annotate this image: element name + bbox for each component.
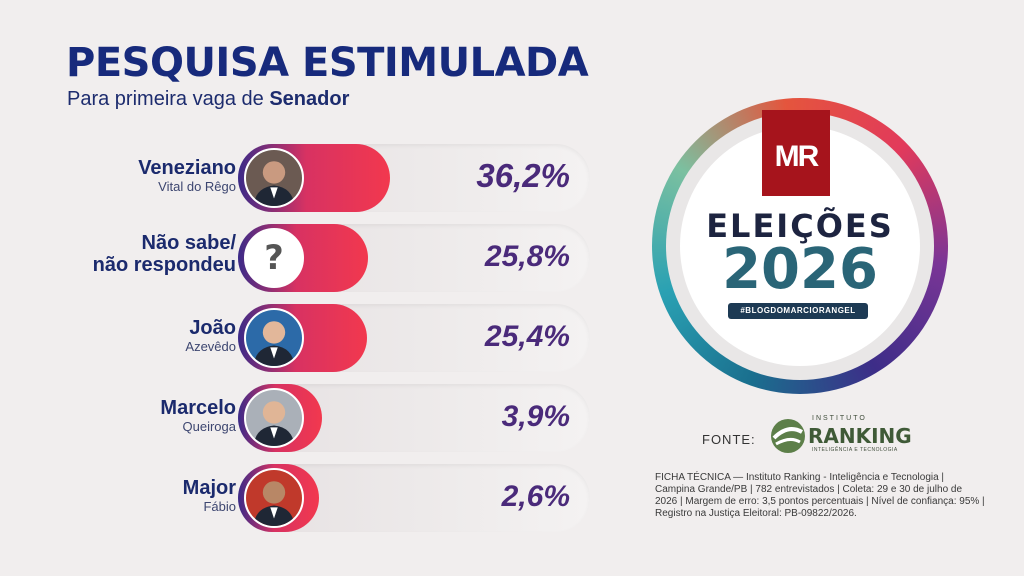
data-label: 25,8% bbox=[484, 240, 570, 273]
subtitle-prefix: Para primeira vaga de bbox=[67, 88, 264, 110]
technical-sheet: FICHA TÉCNICA — Instituto Ranking - Inte… bbox=[655, 472, 985, 519]
candidate-name: Major Fábio bbox=[0, 477, 236, 515]
ranking-logo-swoosh bbox=[772, 427, 803, 440]
table-row: Veneziano Vital do Rêgo 36,2% bbox=[0, 142, 600, 214]
source-label: FONTE: bbox=[702, 432, 756, 447]
candidate-first-name: João bbox=[189, 317, 236, 339]
data-label: 2,6% bbox=[501, 480, 570, 513]
ranking-logo-swoosh-2 bbox=[775, 437, 801, 446]
candidate-last-name: Vital do Rêgo bbox=[158, 179, 236, 194]
institute-small-label: INSTITUTO bbox=[812, 415, 867, 422]
candidate-last-name: Queiroga bbox=[182, 419, 236, 434]
candidate-last-name: não respondeu bbox=[92, 254, 236, 276]
candidate-name: Veneziano Vital do Rêgo bbox=[0, 157, 236, 195]
eleicoes-label: ELEIÇÕES bbox=[706, 207, 894, 245]
institute-name: RANKING bbox=[808, 424, 912, 448]
institute-tagline: INTELIGÊNCIA E TECNOLOGIA bbox=[812, 447, 898, 453]
election-year: 2026 bbox=[722, 237, 878, 302]
table-row: Marcelo Queiroga 3,9% bbox=[0, 382, 600, 454]
question-mark-icon: ? bbox=[244, 228, 304, 288]
candidate-first-name: Marcelo bbox=[160, 397, 236, 419]
table-row: João Azevêdo 25,4% bbox=[0, 302, 600, 374]
table-row: Não sabe/não respondeu? 25,8% bbox=[0, 222, 600, 294]
candidate-last-name: Azevêdo bbox=[185, 339, 236, 354]
candidate-last-name: Fábio bbox=[203, 499, 236, 514]
candidate-name: Não sabe/não respondeu bbox=[0, 232, 236, 276]
candidate-first-name: Veneziano bbox=[138, 157, 236, 179]
data-label: 25,4% bbox=[484, 320, 570, 353]
candidate-avatar bbox=[244, 468, 304, 528]
svg-text:?: ? bbox=[264, 238, 283, 277]
blog-hashtag: #BLOGDOMARCIORANGEL bbox=[728, 303, 868, 319]
page-subtitle: Para primeira vaga de Senador bbox=[67, 88, 349, 111]
candidate-first-name: Não sabe/ bbox=[141, 232, 236, 254]
candidate-avatar bbox=[244, 308, 304, 368]
candidate-avatar bbox=[244, 388, 304, 448]
data-label: 3,9% bbox=[501, 400, 570, 433]
table-row: Major Fábio 2,6% bbox=[0, 462, 600, 534]
mr-logo-text: MR bbox=[774, 140, 820, 173]
candidate-name: Marcelo Queiroga bbox=[0, 397, 236, 435]
ranking-logo-icon bbox=[771, 419, 805, 453]
ranking-logo-globe bbox=[771, 419, 805, 453]
candidate-avatar bbox=[244, 148, 304, 208]
data-label: 36,2% bbox=[476, 157, 570, 194]
candidate-name: João Azevêdo bbox=[0, 317, 236, 355]
candidate-first-name: Major bbox=[182, 477, 236, 499]
mr-logo-box bbox=[762, 110, 830, 196]
subtitle-bold: Senador bbox=[269, 88, 350, 110]
page-title: PESQUISA ESTIMULADA bbox=[66, 40, 589, 86]
